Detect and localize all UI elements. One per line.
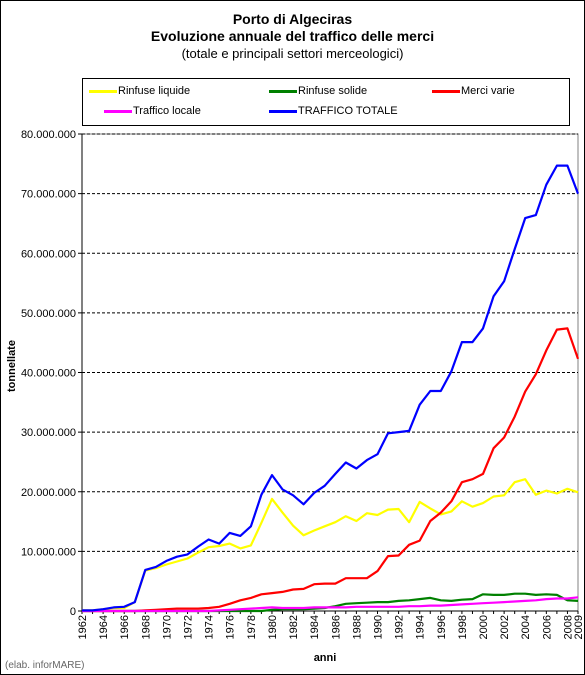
legend-item-rinfuse-solide: Rinfuse solide — [269, 85, 367, 97]
x-tick-label: 2006 — [541, 615, 553, 639]
y-tick-label: 60.000.000 — [21, 248, 76, 260]
y-tick-label: 30.000.000 — [21, 427, 76, 439]
credit-note: (elab. inforMARE) — [5, 660, 85, 671]
y-tick-label: 10.000.000 — [21, 546, 76, 558]
x-tick-label: 1980 — [267, 615, 279, 639]
legend-item-merci-varie: Merci varie — [432, 85, 515, 97]
chart-subtitle-secondary: (totale e principali settori merceologic… — [181, 46, 404, 61]
x-tick-label: 1976 — [225, 615, 237, 639]
x-tick-label: 2004 — [520, 615, 532, 639]
x-tick-label: 2008 — [562, 615, 574, 639]
x-tick-label: 1964 — [98, 615, 110, 639]
legend-item-traffico-totale: TRAFFICO TOTALE — [269, 105, 398, 117]
x-tick-label: 1978 — [246, 615, 258, 639]
x-tick-label: 2002 — [499, 615, 511, 639]
chart-subtitle: Evoluzione annuale del traffico delle me… — [150, 28, 435, 44]
x-axis-label: anni — [313, 652, 337, 664]
x-tick-label: 1982 — [288, 615, 300, 639]
legend-item-traffico-locale: Traffico locale — [104, 105, 201, 117]
x-tick-label: 1998 — [457, 615, 469, 639]
x-tick-label: 1986 — [330, 615, 342, 639]
y-tick-label: 50.000.000 — [21, 308, 76, 320]
x-tick-label: 1966 — [119, 615, 131, 639]
legend-swatch — [269, 89, 297, 93]
legend-label: Rinfuse liquide — [118, 85, 191, 97]
y-tick-label: 40.000.000 — [21, 368, 76, 380]
x-tick-label: 1994 — [415, 615, 427, 639]
series-line-merci-varie — [82, 327, 580, 613]
legend-swatch — [432, 89, 460, 93]
series-line-traffico-totale — [82, 164, 580, 612]
y-axis-label: tonnellate — [6, 340, 18, 392]
y-tick-label: 80.000.000 — [21, 129, 76, 141]
x-tick-label: 1962 — [77, 615, 89, 639]
legend-swatch — [269, 109, 297, 113]
x-tick-label: 1992 — [394, 615, 406, 639]
legend-swatch — [89, 89, 117, 93]
legend-label: TRAFFICO TOTALE — [298, 105, 398, 117]
x-tick-label: 1974 — [204, 615, 216, 639]
x-tick-label: 1968 — [140, 615, 152, 639]
x-tick-label: 1970 — [161, 615, 173, 639]
x-tick-label: 2000 — [478, 615, 490, 639]
legend: Rinfuse liquide Rinfuse solide Merci var… — [82, 78, 570, 126]
x-tick-label: 1996 — [436, 615, 448, 639]
y-tick-label: 20.000.000 — [21, 487, 76, 499]
y-tick-label: 70.000.000 — [21, 189, 76, 201]
x-tick-label: 2009 — [573, 615, 585, 639]
x-tick-label: 1988 — [351, 615, 363, 639]
legend-label: Rinfuse solide — [298, 85, 368, 97]
chart-title: Porto di Algeciras — [232, 11, 353, 27]
y-tick-label: 0 — [70, 606, 76, 618]
x-tick-label: 1972 — [183, 615, 195, 639]
legend-item-rinfuse-liquide: Rinfuse liquide — [89, 85, 190, 97]
legend-label: Merci varie — [461, 85, 515, 97]
series-line-rinfuse-liquide — [82, 478, 579, 612]
x-tick-label: 1990 — [372, 615, 384, 639]
legend-swatch — [104, 109, 132, 113]
x-tick-label: 1984 — [309, 615, 321, 639]
legend-label: Traffico locale — [133, 105, 201, 117]
series-line-traffico-locale — [82, 596, 579, 613]
